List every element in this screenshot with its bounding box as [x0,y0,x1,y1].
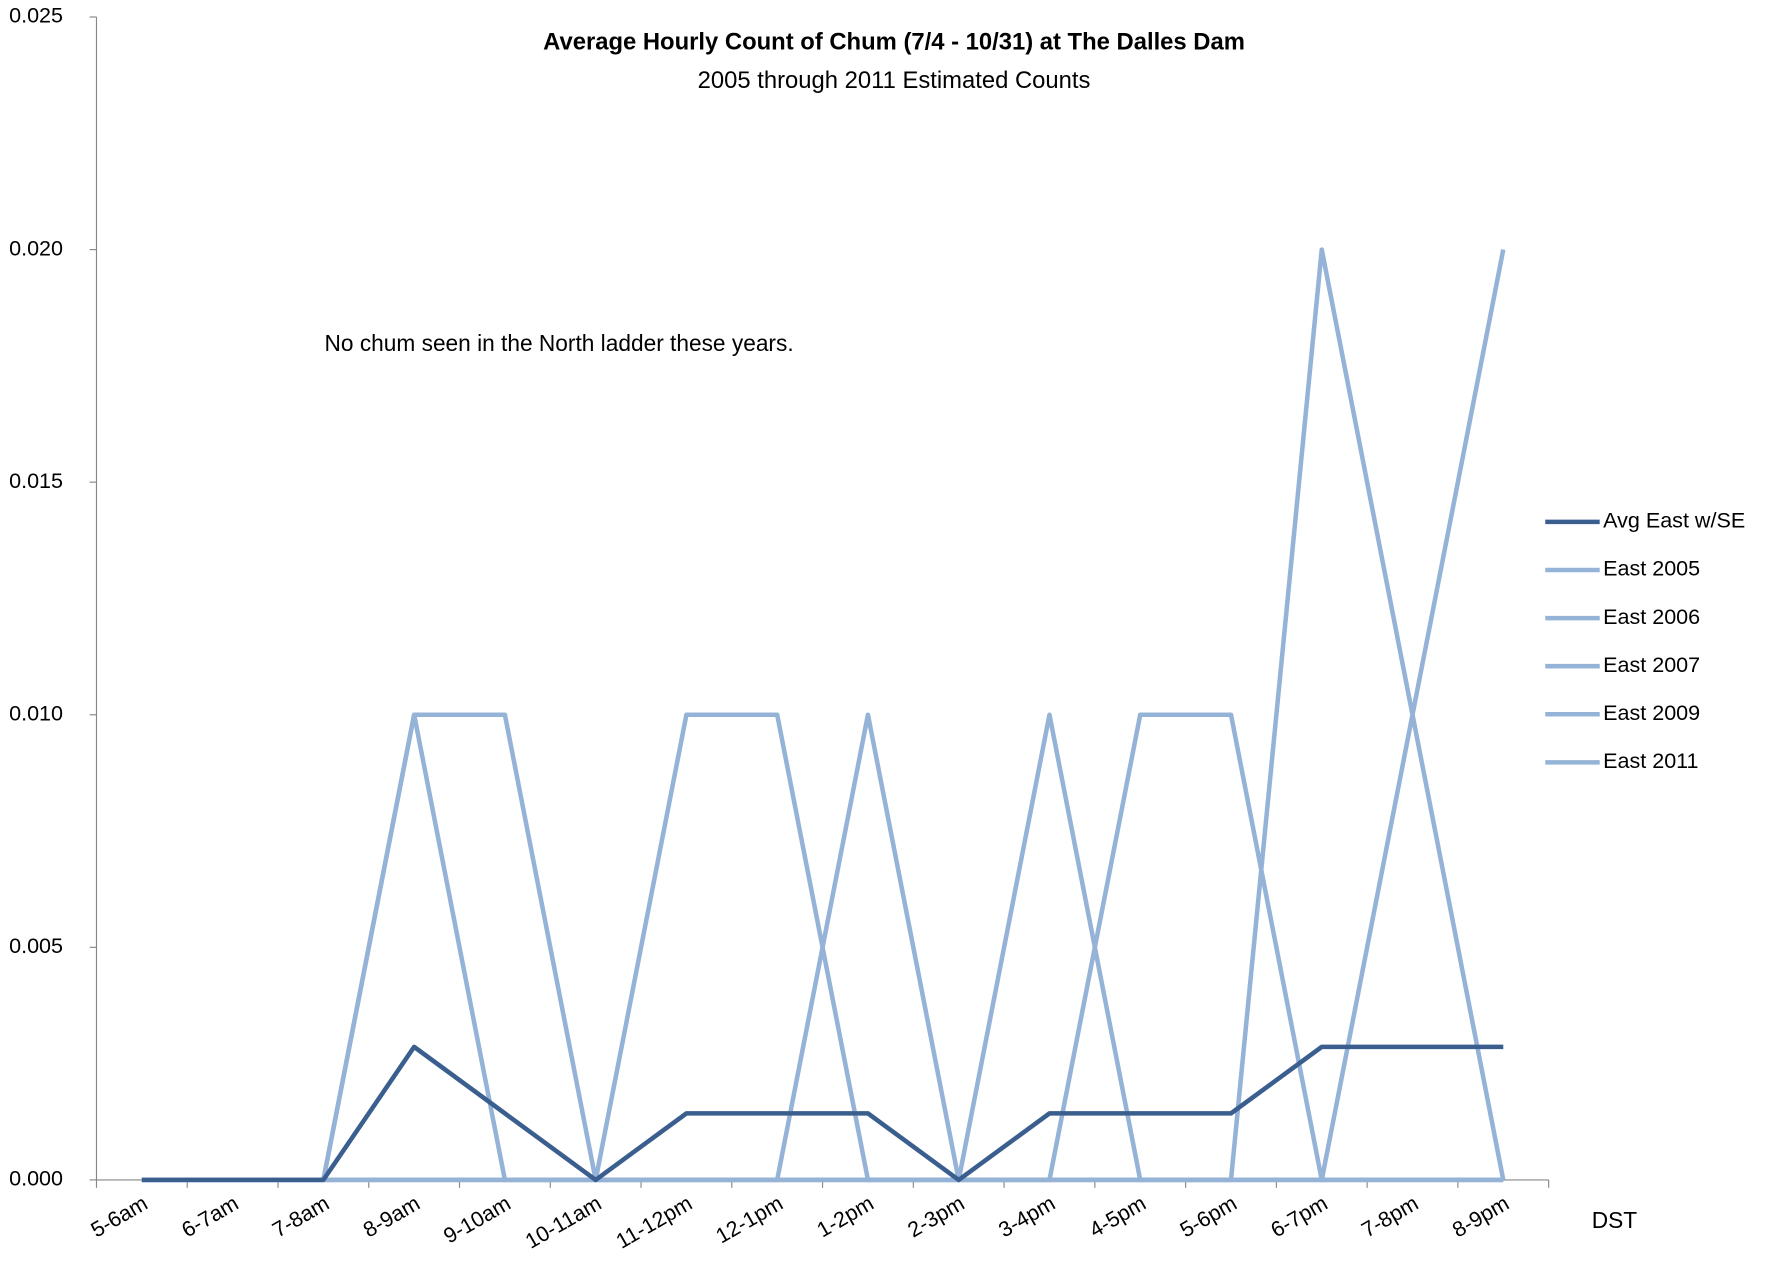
legend-label: East 2006 [1603,604,1700,629]
x-tick-label: 3-4pm [994,1190,1059,1242]
y-tick-label: 0.000 [9,1166,63,1191]
legend-label: East 2011 [1603,748,1698,773]
x-tick-label: 12-1pm [711,1190,787,1248]
y-tick-label: 0.020 [9,235,63,260]
series-line [141,247,1506,1183]
series-line [141,249,1506,1183]
chart-title: Average Hourly Count of Chum (7/4 - 10/3… [543,28,1245,55]
x-tick-label: 7-8pm [1357,1190,1422,1242]
x-tick-label: 9-10am [439,1190,515,1248]
y-tick-label: 0.005 [9,933,63,958]
series-line [141,712,1504,1183]
series-line [141,1044,1504,1183]
y-tick-label: 0.010 [9,700,63,725]
x-axis-label: DST [1592,1207,1638,1233]
x-tick-label: 1-2pm [812,1190,877,1242]
x-tick-label: 2-3pm [903,1190,968,1242]
x-tick-label: 6-7am [177,1190,242,1242]
legend-label: East 2005 [1603,556,1700,581]
x-tick-label: 11-12pm [612,1190,697,1253]
x-tick-label: 7-8am [268,1190,333,1242]
x-tick-label: 8-9pm [1448,1190,1513,1242]
x-tick-label: 4-5pm [1085,1190,1150,1242]
y-tick-label: 0.025 [9,3,63,28]
x-tick-label: 10-11am [521,1190,606,1253]
legend-label: East 2009 [1603,700,1700,725]
legend-label: East 2007 [1603,652,1700,677]
x-tick-label: 8-9am [359,1190,424,1242]
legend-label: Avg East w/SE [1603,508,1745,533]
annotation: No chum seen in the North ladder these y… [325,330,794,356]
y-tick-label: 0.015 [9,468,63,493]
x-tick-label: 6-7pm [1266,1190,1331,1242]
x-tick-label: 5-6am [86,1190,151,1242]
x-tick-label: 5-6pm [1175,1190,1240,1242]
chart-subtitle: 2005 through 2011 Estimated Counts [698,67,1091,94]
